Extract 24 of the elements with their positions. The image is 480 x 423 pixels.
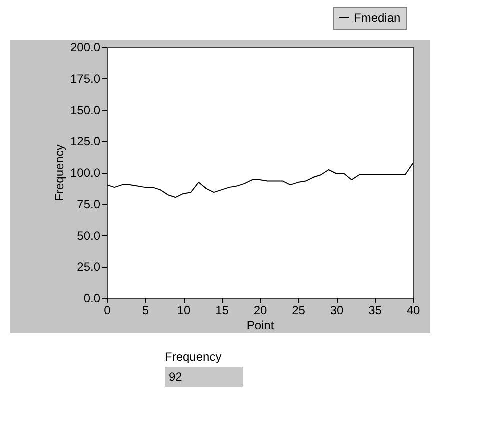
y-axis-title: Frequency	[52, 144, 66, 202]
x-tick-label: 35	[368, 304, 382, 318]
x-tick-label: 40	[406, 304, 420, 318]
y-tick-label: 150.0	[70, 103, 101, 118]
text: 92	[165, 367, 243, 387]
text: Frequency	[165, 350, 223, 364]
y-tick-label: 25.0	[77, 260, 101, 274]
line-series	[107, 163, 413, 198]
x-tick-label: 0	[104, 304, 112, 318]
y-tick-label: 125.0	[70, 134, 101, 149]
y-tick-label: 50.0	[77, 228, 101, 243]
x-axis-title: Point	[246, 318, 275, 332]
y-tick-label: 0.0	[84, 292, 101, 306]
x-tick-label: 25	[292, 304, 306, 318]
legend-label: Fmedian	[354, 11, 401, 25]
y-tick-label: 75.0	[77, 197, 101, 212]
y-tick-label: 175.0	[70, 72, 101, 86]
y-tick-label: 200.0	[70, 40, 101, 54]
x-tick-label: 30	[330, 304, 344, 318]
x-tick-label: 20	[254, 304, 268, 318]
x-tick-label: 15	[216, 304, 230, 318]
y-tick-label: 100.0	[70, 166, 101, 180]
x-tick-label: 5	[142, 304, 150, 318]
x-tick-label: 10	[177, 304, 191, 318]
